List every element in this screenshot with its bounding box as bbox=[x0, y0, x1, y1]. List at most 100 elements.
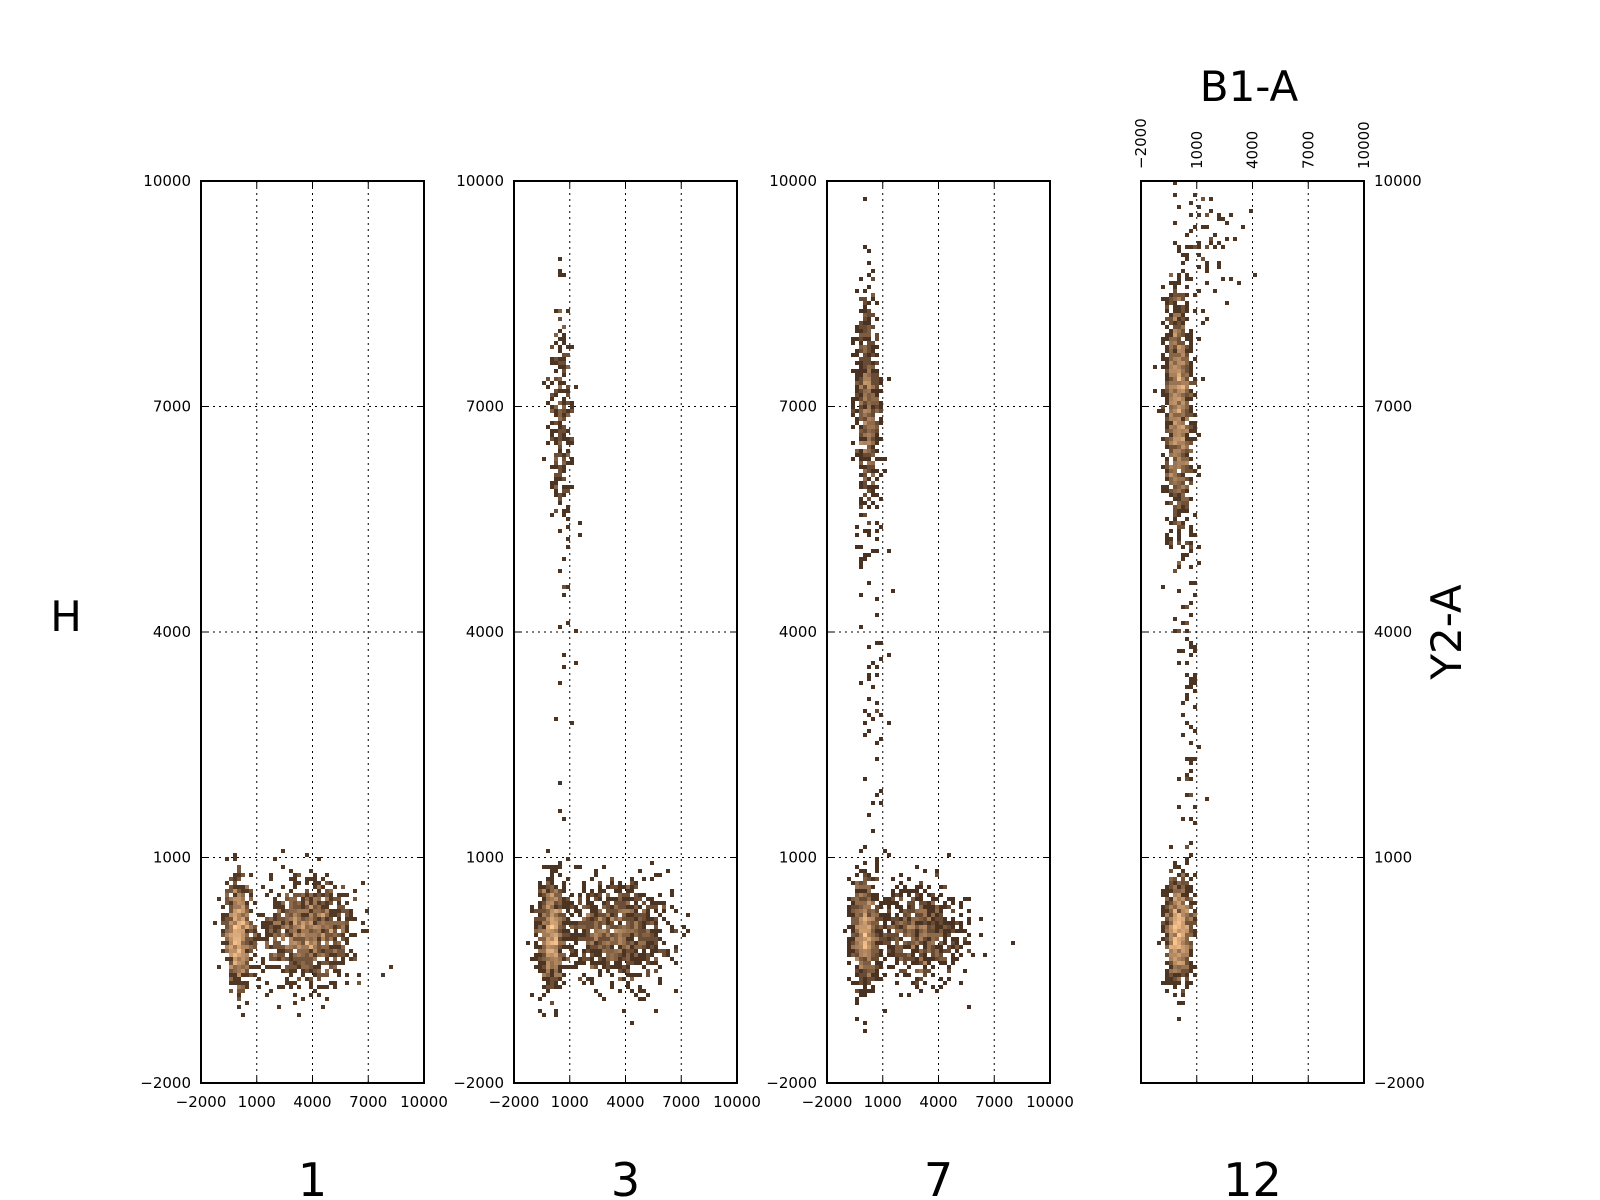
heatmap-cell bbox=[1177, 401, 1181, 405]
heatmap-cell bbox=[875, 477, 879, 481]
heatmap-cell bbox=[1169, 845, 1173, 849]
heatmap-cell bbox=[289, 901, 293, 905]
heatmap-cell bbox=[546, 921, 550, 925]
heatmap-cell bbox=[630, 989, 634, 993]
heatmap-cell bbox=[554, 865, 558, 869]
heatmap-cell bbox=[867, 385, 871, 389]
heatmap-cell bbox=[301, 929, 305, 933]
heatmap-cell bbox=[558, 681, 562, 685]
heatmap-cell bbox=[570, 345, 574, 349]
heatmap-cell bbox=[1165, 465, 1169, 469]
heatmap-cell bbox=[237, 901, 241, 905]
heatmap-cell bbox=[1189, 341, 1193, 345]
heatmap-cell bbox=[646, 933, 650, 937]
heatmap-cell bbox=[1169, 301, 1173, 305]
heatmap-cell bbox=[558, 985, 562, 989]
heatmap-cell bbox=[642, 893, 646, 897]
heatmap-cell bbox=[1181, 317, 1185, 321]
heatmap-cell bbox=[305, 965, 309, 969]
heatmap-cell bbox=[939, 953, 943, 957]
heatmap-cell bbox=[859, 921, 863, 925]
heatmap-cell bbox=[887, 653, 891, 657]
heatmap-cell bbox=[943, 941, 947, 945]
heatmap-cell bbox=[1165, 369, 1169, 373]
heatmap-cell bbox=[1173, 965, 1177, 969]
heatmap-cell bbox=[269, 933, 273, 937]
heatmap-cell bbox=[566, 409, 570, 413]
heatmap-cell bbox=[847, 937, 851, 941]
heatmap-cell bbox=[614, 957, 618, 961]
heatmap-cell bbox=[1197, 265, 1201, 269]
heatmap-cell bbox=[389, 965, 393, 969]
heatmap-cell bbox=[626, 973, 630, 977]
heatmap-cell bbox=[867, 529, 871, 533]
heatmap-cell bbox=[570, 721, 574, 725]
heatmap-cell bbox=[1161, 365, 1165, 369]
heatmap-cell bbox=[1173, 985, 1177, 989]
heatmap-cell bbox=[293, 897, 297, 901]
heatmap-cell bbox=[1161, 909, 1165, 913]
heatmap-cell bbox=[871, 297, 875, 301]
heatmap-cell bbox=[1181, 917, 1185, 921]
heatmap-cell bbox=[237, 985, 241, 989]
heatmap-cell bbox=[1177, 501, 1181, 505]
heatmap-cell bbox=[1189, 917, 1193, 921]
heatmap-cell bbox=[911, 901, 915, 905]
heatmap-cell bbox=[566, 937, 570, 941]
plot-frame bbox=[513, 180, 738, 1084]
heatmap-cell bbox=[947, 905, 951, 909]
heatmap-cell bbox=[1165, 477, 1169, 481]
heatmap-cell bbox=[538, 889, 542, 893]
heatmap-cell bbox=[859, 297, 863, 301]
heatmap-cell bbox=[1169, 905, 1173, 909]
heatmap-cell bbox=[931, 893, 935, 897]
heatmap-cell bbox=[863, 993, 867, 997]
heatmap-cell bbox=[634, 909, 638, 913]
heatmap-cell bbox=[959, 981, 963, 985]
heatmap-cell bbox=[658, 901, 662, 905]
heatmap-cell bbox=[859, 681, 863, 685]
heatmap-cell bbox=[871, 901, 875, 905]
heatmap-cell bbox=[951, 961, 955, 965]
heatmap-cell bbox=[598, 889, 602, 893]
heatmap-cell bbox=[1165, 905, 1169, 909]
heatmap-cell bbox=[1169, 337, 1173, 341]
heatmap-cell bbox=[875, 449, 879, 453]
heatmap-cell bbox=[1181, 365, 1185, 369]
heatmap-cell bbox=[1165, 981, 1169, 985]
heatmap-cell bbox=[1165, 297, 1169, 301]
heatmap-cell bbox=[562, 485, 566, 489]
heatmap-cell bbox=[337, 913, 341, 917]
heatmap-cell bbox=[927, 933, 931, 937]
heatmap-cell bbox=[855, 937, 859, 941]
heatmap-cell bbox=[333, 933, 337, 937]
heatmap-cell bbox=[618, 957, 622, 961]
heatmap-cell bbox=[1173, 481, 1177, 485]
heatmap-cell bbox=[301, 945, 305, 949]
heatmap-cell bbox=[606, 949, 610, 953]
heatmap-cell bbox=[871, 957, 875, 961]
heatmap-cell bbox=[566, 545, 570, 549]
heatmap-cell bbox=[1177, 393, 1181, 397]
heatmap-cell bbox=[261, 913, 265, 917]
heatmap-cell bbox=[658, 913, 662, 917]
heatmap-cell bbox=[317, 965, 321, 969]
heatmap-cell bbox=[550, 361, 554, 365]
heatmap-cell bbox=[1181, 993, 1185, 997]
heatmap-cell bbox=[1181, 405, 1185, 409]
heatmap-cell bbox=[863, 337, 867, 341]
heatmap-cell bbox=[293, 933, 297, 937]
heatmap-cell bbox=[233, 857, 237, 861]
heatmap-cell bbox=[562, 889, 566, 893]
heatmap-cell bbox=[935, 953, 939, 957]
heatmap-cell bbox=[241, 873, 245, 877]
heatmap-cell bbox=[963, 929, 967, 933]
heatmap-cell bbox=[622, 893, 626, 897]
heatmap-cell bbox=[614, 949, 618, 953]
heatmap-cell bbox=[642, 933, 646, 937]
heatmap-cell bbox=[309, 909, 313, 913]
heatmap-cell bbox=[871, 277, 875, 281]
heatmap-cell bbox=[1193, 929, 1197, 933]
heatmap-cell bbox=[1185, 485, 1189, 489]
heatmap-cell bbox=[333, 909, 337, 913]
